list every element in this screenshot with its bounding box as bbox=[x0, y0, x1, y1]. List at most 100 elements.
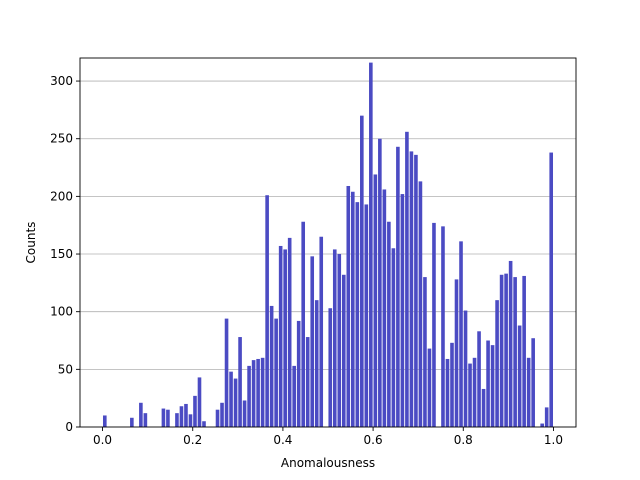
histogram-bar bbox=[508, 260, 513, 427]
histogram-bar bbox=[247, 365, 251, 427]
histogram-bar bbox=[427, 348, 432, 427]
histogram-bar bbox=[396, 146, 400, 427]
histogram-bar bbox=[296, 320, 301, 427]
histogram-bar bbox=[540, 423, 544, 427]
histogram-bar bbox=[238, 337, 242, 427]
histogram-bar bbox=[139, 402, 143, 427]
histogram-bar bbox=[166, 409, 170, 427]
histogram-bar bbox=[441, 226, 445, 427]
histogram-bar bbox=[499, 274, 504, 427]
x-axis-label: Anomalousness bbox=[281, 456, 375, 470]
histogram-bar bbox=[292, 365, 296, 427]
histogram-bar bbox=[242, 400, 247, 427]
histogram-bar bbox=[260, 357, 265, 427]
x-tick-label: 0.2 bbox=[183, 433, 202, 447]
histogram-bar bbox=[102, 415, 107, 427]
histogram-bar bbox=[517, 325, 522, 427]
y-tick-label: 150 bbox=[50, 247, 73, 261]
histogram-bar bbox=[544, 407, 549, 427]
histogram-bar bbox=[251, 360, 256, 427]
histogram-bar bbox=[310, 256, 315, 427]
histogram-bar bbox=[130, 417, 134, 427]
histogram-bar bbox=[278, 245, 283, 427]
histogram-bar bbox=[332, 249, 337, 427]
x-tick-label: 0.4 bbox=[273, 433, 292, 447]
histogram-bars bbox=[102, 62, 554, 428]
histogram-bar bbox=[405, 131, 409, 428]
histogram-bar bbox=[549, 152, 554, 427]
x-tick-label: 1.0 bbox=[544, 433, 563, 447]
histogram-bar bbox=[269, 305, 274, 427]
histogram-bar bbox=[450, 342, 454, 427]
histogram-bar bbox=[175, 413, 179, 427]
y-tick-label: 100 bbox=[50, 305, 73, 319]
histogram-bar bbox=[513, 277, 517, 427]
histogram-bar bbox=[454, 279, 459, 427]
histogram-bar bbox=[188, 414, 193, 427]
histogram-bar bbox=[472, 357, 477, 427]
histogram-bar bbox=[432, 222, 436, 427]
y-axis-label: Counts bbox=[24, 222, 38, 264]
x-tick-label: 0.0 bbox=[93, 433, 112, 447]
histogram-bar bbox=[224, 318, 229, 427]
histogram-bar bbox=[495, 300, 499, 427]
x-axis-ticks: 0.0 0.2 0.4 0.6 0.8 1.0 bbox=[93, 427, 563, 447]
histogram-bar bbox=[341, 274, 346, 427]
histogram-bar bbox=[337, 254, 342, 427]
histogram-bar bbox=[193, 395, 197, 427]
histogram-bar bbox=[409, 151, 414, 427]
histogram-bar bbox=[287, 237, 292, 427]
histogram-bar bbox=[378, 138, 382, 427]
histogram-bar bbox=[283, 249, 287, 427]
y-axis-ticks: 0 50 100 150 200 250 300 bbox=[50, 74, 80, 434]
histogram-bar bbox=[360, 115, 364, 427]
x-tick-label: 0.6 bbox=[364, 433, 383, 447]
histogram-bar bbox=[233, 378, 238, 427]
plot-frame bbox=[79, 57, 577, 428]
y-tick-label: 250 bbox=[50, 132, 73, 146]
histogram-bar bbox=[301, 221, 306, 427]
histogram-bar bbox=[256, 358, 260, 427]
histogram-bar bbox=[468, 363, 472, 427]
histogram-bar bbox=[414, 154, 418, 428]
histogram-bar bbox=[526, 357, 531, 427]
histogram-bar bbox=[328, 308, 333, 427]
histogram-bar bbox=[400, 194, 405, 427]
histogram-bar bbox=[197, 377, 202, 427]
histogram-bar bbox=[274, 318, 278, 427]
histogram-bar bbox=[215, 409, 220, 427]
histogram-bar bbox=[314, 300, 319, 427]
histogram-bar bbox=[531, 338, 535, 427]
histogram-bar bbox=[265, 195, 269, 427]
y-tick-label: 50 bbox=[58, 362, 73, 376]
histogram-bar bbox=[184, 403, 188, 427]
histogram-bar bbox=[319, 236, 324, 427]
histogram-bar bbox=[179, 406, 184, 427]
histogram-bar bbox=[459, 241, 463, 427]
y-tick-label: 300 bbox=[50, 74, 73, 88]
histogram-bar bbox=[161, 408, 166, 427]
histogram-bar bbox=[387, 221, 391, 427]
y-tick-label: 200 bbox=[50, 189, 73, 203]
histogram-bar bbox=[391, 248, 396, 427]
histogram-bar bbox=[305, 337, 310, 427]
histogram-bar bbox=[423, 277, 427, 427]
histogram-bar bbox=[346, 185, 351, 427]
histogram-bar bbox=[490, 345, 495, 427]
histogram-bar bbox=[463, 310, 468, 427]
histogram-bar bbox=[382, 189, 387, 427]
histogram-bar bbox=[350, 191, 355, 427]
histogram-bar bbox=[202, 421, 206, 427]
histogram-bar bbox=[373, 174, 378, 427]
histogram-bar bbox=[477, 331, 481, 427]
histogram-bar bbox=[369, 62, 373, 428]
y-tick-label: 0 bbox=[65, 420, 73, 434]
histogram-bar bbox=[445, 358, 450, 427]
histogram-bar bbox=[143, 413, 148, 427]
histogram-bar bbox=[481, 388, 486, 427]
histogram-bar bbox=[418, 181, 423, 427]
histogram-bar bbox=[220, 402, 224, 427]
histogram-bar bbox=[522, 275, 526, 427]
histogram-bar bbox=[504, 273, 508, 427]
